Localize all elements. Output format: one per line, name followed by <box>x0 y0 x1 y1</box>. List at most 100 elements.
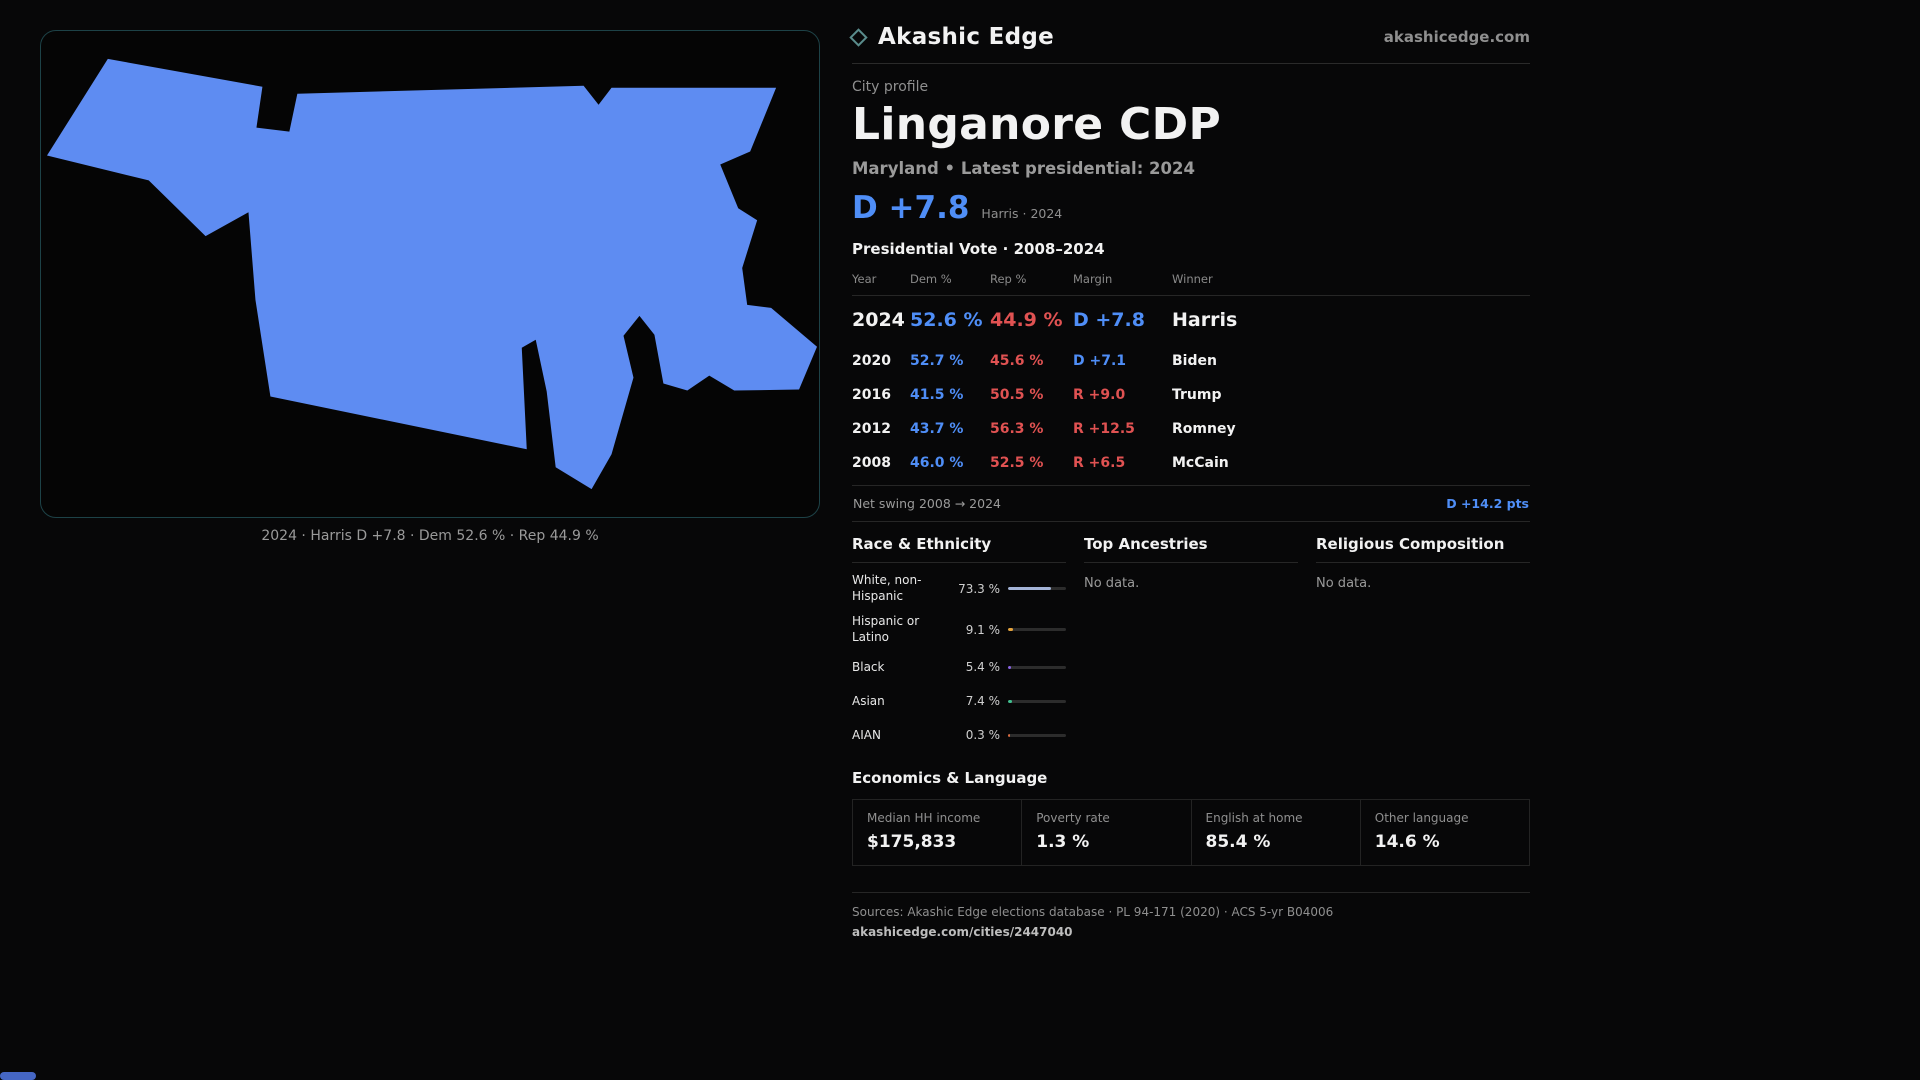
cell-margin: R +6.5 <box>1073 455 1126 471</box>
stat-value: 1.3 % <box>1036 832 1090 853</box>
race-bar <box>1008 699 1066 703</box>
map-caption: 2024 · Harris D +7.8 · Dem 52.6 % · Rep … <box>261 528 599 544</box>
headline-note: Harris · 2024 <box>981 206 1063 221</box>
stat-value: $175,833 <box>867 832 957 853</box>
race-bar <box>1008 665 1066 669</box>
cell-winner: Harris <box>1172 309 1238 331</box>
top-ancestries-column: Top Ancestries No data. <box>1084 535 1298 747</box>
list-item: AIAN 0.3 % <box>852 723 1066 747</box>
cell-rep: 45.6 % <box>990 353 1044 369</box>
col-year: Year <box>852 272 877 286</box>
table-row: 2008 46.0 % 52.5 % R +6.5 McCain <box>852 446 1530 480</box>
list-item: White, non-Hispanic 73.3 % <box>852 573 1066 604</box>
city-boundary-map <box>46 58 818 490</box>
economics-stats: Median HH income $175,833 Poverty rate 1… <box>852 799 1530 867</box>
col-margin: Margin <box>1073 272 1113 286</box>
header: Akashic Edge akashicedge.com <box>849 24 1530 64</box>
race-bar-fill <box>1008 665 1012 669</box>
race-value: 0.3 % <box>965 728 1000 743</box>
subtitle: Maryland • Latest presidential: 2024 <box>852 159 1195 178</box>
cell-margin: R +12.5 <box>1073 421 1135 437</box>
race-bar-fill <box>1008 733 1010 737</box>
headline-margin-row: D +7.8 Harris · 2024 <box>852 190 1530 226</box>
sources-note: Sources: Akashic Edge elections database… <box>852 905 1334 920</box>
cell-rep: 52.5 % <box>990 455 1044 471</box>
race-value: 7.4 % <box>965 694 1000 709</box>
cell-dem: 46.0 % <box>910 455 964 471</box>
cell-winner: McCain <box>1172 455 1229 471</box>
race-ethnicity-title: Race & Ethnicity <box>852 535 1066 563</box>
net-swing-row: Net swing 2008 → 2024 D +14.2 pts <box>852 485 1530 522</box>
cell-dem: 41.5 % <box>910 387 964 403</box>
race-label: Hispanic or Latino <box>852 614 920 644</box>
cell-rep: 56.3 % <box>990 421 1044 437</box>
cell-winner: Trump <box>1172 387 1222 403</box>
race-value: 73.3 % <box>958 581 1000 596</box>
vote-table-header: Year Dem % Rep % Margin Winner <box>852 266 1530 296</box>
stat-value: 85.4 % <box>1205 832 1271 853</box>
footer: Sources: Akashic Edge elections database… <box>852 892 1530 939</box>
table-row: 2024 52.6 % 44.9 % D +7.8 Harris <box>852 296 1530 344</box>
race-label: Asian <box>852 693 885 708</box>
kicker: City profile <box>852 79 929 95</box>
stat-label: Poverty rate <box>1036 811 1110 826</box>
vote-table-title: Presidential Vote · 2008–2024 <box>852 240 1105 258</box>
cell-year: 2024 <box>852 309 905 331</box>
permalink[interactable]: akashicedge.com/cities/2447040 <box>852 925 1073 940</box>
cell-year: 2020 <box>852 353 891 369</box>
diamond-logo-icon <box>849 27 868 47</box>
profile-panel: Akashic Edge akashicedge.com City profil… <box>849 24 1530 939</box>
page-title: Linganore CDP <box>852 99 1222 150</box>
cell-margin: D +7.1 <box>1073 353 1127 369</box>
race-label: AIAN <box>852 727 881 742</box>
stat-card: Poverty rate 1.3 % <box>1022 799 1192 867</box>
cell-margin: R +9.0 <box>1073 387 1126 403</box>
race-bar <box>1008 733 1066 737</box>
headline-margin: D +7.8 <box>852 190 970 226</box>
table-row: 2020 52.7 % 45.6 % D +7.1 Biden <box>852 344 1530 378</box>
cell-winner: Biden <box>1172 353 1217 369</box>
brand-domain-link[interactable]: akashicedge.com <box>1383 28 1530 46</box>
ancestries-no-data: No data. <box>1084 576 1140 591</box>
col-dem: Dem % <box>910 272 952 286</box>
race-bar-fill <box>1008 587 1051 591</box>
cell-margin: D +7.8 <box>1073 309 1145 331</box>
race-bar-fill <box>1008 699 1013 703</box>
cell-year: 2012 <box>852 421 891 437</box>
race-bar <box>1008 628 1066 632</box>
religious-composition-column: Religious Composition No data. <box>1316 535 1530 747</box>
stat-label: Other language <box>1374 811 1469 826</box>
list-item: Black 5.4 % <box>852 655 1066 679</box>
stat-card: Median HH income $175,833 <box>852 799 1023 867</box>
race-label: Black <box>852 659 885 674</box>
col-rep: Rep % <box>990 272 1027 286</box>
list-item: Asian 7.4 % <box>852 689 1066 713</box>
top-ancestries-title: Top Ancestries <box>1084 535 1298 563</box>
cell-dem: 52.7 % <box>910 353 964 369</box>
horizontal-scrollbar-thumb[interactable] <box>0 1072 36 1080</box>
cell-year: 2008 <box>852 455 891 471</box>
cell-dem: 43.7 % <box>910 421 964 437</box>
net-swing-label: Net swing 2008 → 2024 <box>853 496 1001 511</box>
map-panel <box>40 30 820 518</box>
cell-winner: Romney <box>1172 421 1236 437</box>
city-boundary-shape <box>46 58 818 490</box>
cell-year: 2016 <box>852 387 891 403</box>
table-row: 2012 43.7 % 56.3 % R +12.5 Romney <box>852 412 1530 446</box>
net-swing-value: D +14.2 pts <box>1446 496 1529 511</box>
race-value: 9.1 % <box>965 622 1000 637</box>
economics-title: Economics & Language <box>852 769 1048 788</box>
stat-label: English at home <box>1205 811 1303 826</box>
race-bar <box>1008 587 1066 591</box>
stat-card: Other language 14.6 % <box>1360 799 1530 867</box>
race-label: White, non-Hispanic <box>852 573 922 603</box>
stat-label: Median HH income <box>867 811 981 826</box>
col-winner: Winner <box>1172 272 1213 286</box>
stat-card: English at home 85.4 % <box>1191 799 1361 867</box>
religious-composition-title: Religious Composition <box>1316 535 1530 563</box>
race-ethnicity-column: Race & Ethnicity White, non-Hispanic 73.… <box>852 535 1066 747</box>
table-row: 2016 41.5 % 50.5 % R +9.0 Trump <box>852 378 1530 412</box>
vote-table: Year Dem % Rep % Margin Winner 2024 52.6… <box>852 266 1530 480</box>
religion-no-data: No data. <box>1316 576 1372 591</box>
stat-value: 14.6 % <box>1374 832 1440 853</box>
